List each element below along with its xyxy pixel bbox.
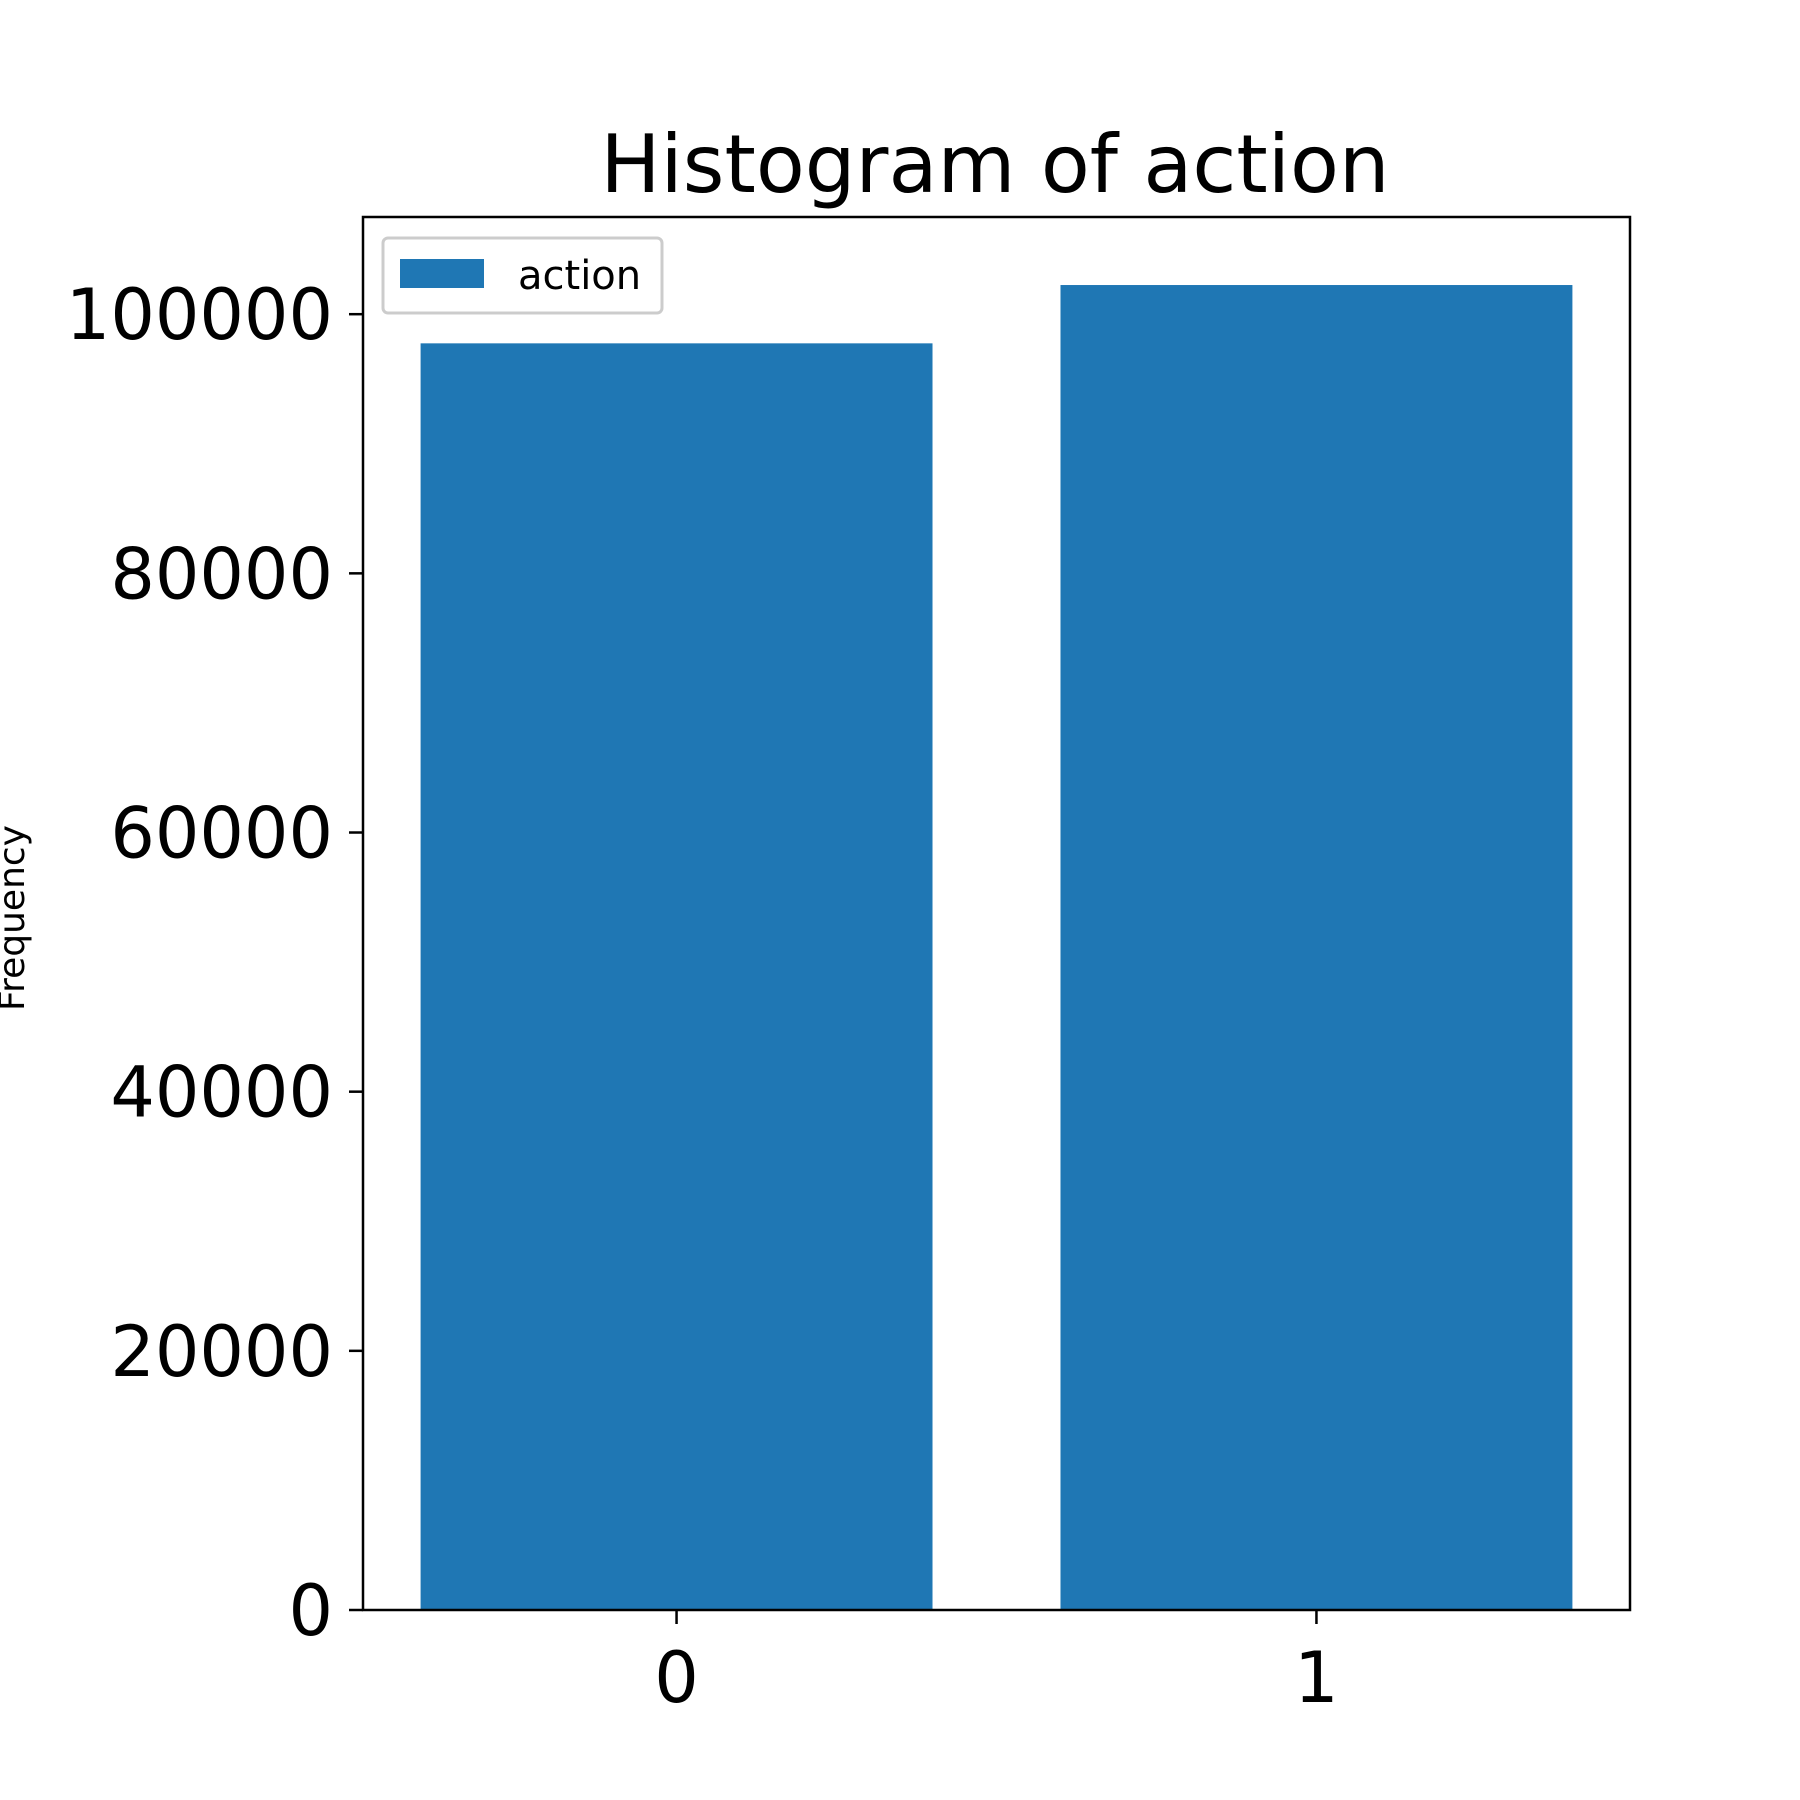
y-tick-label: 80000 bbox=[110, 533, 333, 615]
x-tick-label: 1 bbox=[1294, 1637, 1339, 1719]
bar-0 bbox=[420, 343, 933, 1611]
legend: action bbox=[381, 236, 664, 315]
chart-title: Histogram of action bbox=[600, 118, 1389, 211]
y-ticks-group: 0 20000 40000 60000 80000 100000 bbox=[66, 274, 363, 1652]
legend-label: action bbox=[518, 253, 641, 299]
bars-group bbox=[420, 285, 1573, 1611]
y-axis-label: Frequency bbox=[0, 825, 33, 1011]
bar-1 bbox=[1060, 285, 1573, 1610]
y-tick-label: 40000 bbox=[110, 1052, 333, 1134]
y-tick-label: 0 bbox=[288, 1570, 333, 1652]
y-tick-label: 100000 bbox=[66, 274, 333, 356]
x-tick-label: 0 bbox=[654, 1637, 699, 1719]
legend-box bbox=[381, 236, 664, 315]
legend-swatch bbox=[400, 259, 484, 288]
y-tick-label: 60000 bbox=[110, 793, 333, 875]
y-tick-label: 20000 bbox=[110, 1311, 333, 1393]
plot-frame bbox=[361, 215, 1632, 1612]
